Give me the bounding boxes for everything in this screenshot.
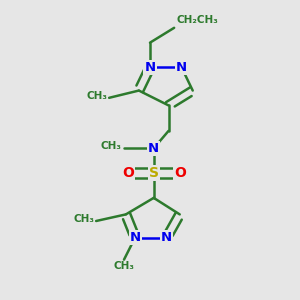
Text: N: N (144, 61, 156, 74)
Text: N: N (130, 231, 141, 244)
Text: O: O (122, 166, 134, 180)
Text: N: N (161, 231, 172, 244)
Text: CH₃: CH₃ (100, 141, 121, 152)
Text: CH₃: CH₃ (113, 261, 134, 271)
Text: S: S (149, 166, 159, 180)
Text: CH₂CH₃: CH₂CH₃ (176, 15, 218, 25)
Text: O: O (174, 166, 186, 180)
Text: CH₃: CH₃ (73, 214, 94, 224)
Text: CH₃: CH₃ (86, 91, 107, 101)
Text: N: N (176, 61, 187, 74)
Text: N: N (148, 142, 159, 155)
